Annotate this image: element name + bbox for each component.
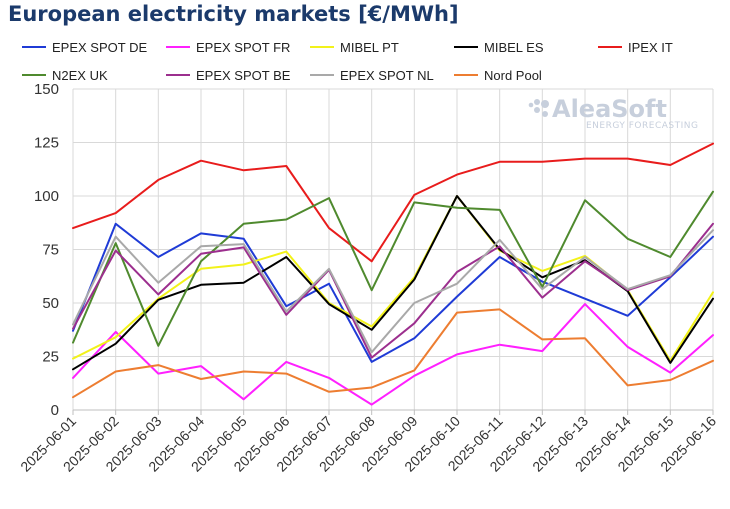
- legend: EPEX SPOT DE EPEX SPOT FR MIBEL PT MIBEL ES…: [22, 40, 673, 83]
- legend-label: Nord Pool: [484, 68, 542, 83]
- y-tick-label: 100: [34, 188, 59, 205]
- legend-item: EPEX SPOT DE: [22, 40, 147, 55]
- legend-label: MIBEL ES: [484, 40, 544, 55]
- watermark-sub-text: ENERGY FORECASTING: [586, 121, 698, 131]
- legend-item: IPEX IT: [598, 40, 673, 55]
- series-line-epex-spot-fr: [72, 303, 714, 406]
- legend-label: MIBEL PT: [340, 40, 399, 55]
- chart-title: European electricity markets [€/MWh]: [8, 2, 459, 26]
- legend-item: MIBEL PT: [310, 40, 399, 55]
- y-tick-label: 75: [42, 242, 59, 259]
- y-tick-label: 150: [34, 81, 59, 98]
- legend-label: EPEX SPOT NL: [340, 68, 434, 83]
- legend-label: EPEX SPOT DE: [52, 40, 147, 55]
- series-line-n2ex-uk: [72, 190, 714, 347]
- watermark-main-text: AleaSoft: [552, 95, 667, 123]
- aleasoft-watermark: AleaSoft ENERGY FORECASTING: [528, 95, 698, 131]
- legend-item: EPEX SPOT FR: [166, 40, 290, 55]
- series-line-epex-spot-nl: [72, 229, 714, 354]
- legend-label: EPEX SPOT FR: [196, 40, 290, 55]
- legend-item: Nord Pool: [454, 68, 542, 83]
- legend-label: N2EX UK: [52, 68, 108, 83]
- series-line-nord-pool: [72, 308, 714, 399]
- aleasoft-logo-icon: [528, 99, 549, 117]
- series-line-epex-spot-de: [72, 222, 714, 363]
- y-tick-label: 25: [42, 349, 59, 366]
- legend-item: N2EX UK: [22, 68, 108, 83]
- y-tick-label: 125: [34, 135, 59, 152]
- legend-label: IPEX IT: [628, 40, 673, 55]
- y-tick-label: 0: [51, 402, 59, 419]
- series-lines: [72, 142, 714, 406]
- legend-item: EPEX SPOT NL: [310, 68, 434, 83]
- series-line-ipex-it: [72, 142, 714, 263]
- gridlines: [72, 88, 714, 411]
- legend-item: EPEX SPOT BE: [166, 68, 291, 83]
- series-line-epex-spot-be: [72, 222, 714, 359]
- y-tick-label: 50: [42, 295, 59, 312]
- legend-label: EPEX SPOT BE: [196, 68, 291, 83]
- legend-item: MIBEL ES: [454, 40, 544, 55]
